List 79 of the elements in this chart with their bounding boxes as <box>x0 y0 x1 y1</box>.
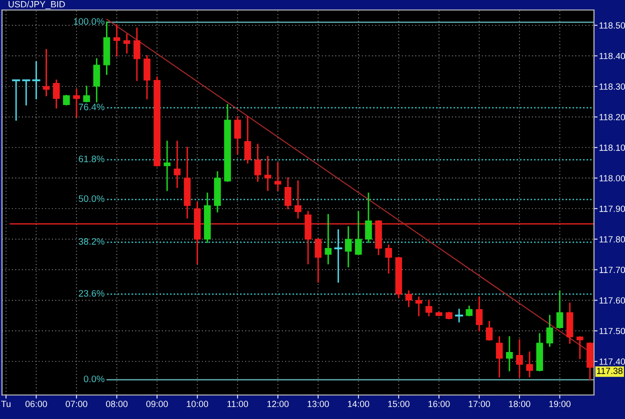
candlestick <box>314 238 322 283</box>
candlestick <box>344 226 352 268</box>
candlestick <box>274 162 282 191</box>
candlestick <box>385 244 392 274</box>
candlestick <box>425 300 432 316</box>
candlestick <box>12 79 20 121</box>
x-tick-label: 07:00 <box>66 400 88 408</box>
candlestick <box>32 61 40 100</box>
candlestick <box>455 308 464 322</box>
candlestick <box>83 86 90 102</box>
x-tick-label: 10:00 <box>186 400 208 408</box>
y-tick-label: 117.70 <box>600 266 625 274</box>
candlestick <box>164 140 171 191</box>
x-tick-label: 12:00 <box>267 400 289 408</box>
candlestick <box>486 320 493 341</box>
candlestick <box>334 229 342 283</box>
candlestick <box>254 144 262 182</box>
y-tick-label: 117.50 <box>600 328 625 334</box>
y-tick-label: 118.50 <box>600 22 625 29</box>
candlestick <box>546 314 554 347</box>
candlestick <box>405 290 412 308</box>
x-tick-label: 09:00 <box>146 400 168 408</box>
candlestick <box>294 180 302 218</box>
candlestick <box>234 116 241 154</box>
y-tick-label: 118.10 <box>600 144 625 151</box>
candlestick <box>556 290 564 328</box>
y-tick-label: 118.30 <box>600 83 625 90</box>
candlestick <box>476 296 483 332</box>
candlestick <box>496 336 503 378</box>
candlestick <box>244 116 252 164</box>
y-tick-label: 117.60 <box>600 297 625 304</box>
candlestick <box>526 352 533 378</box>
annotation: 76.4% <box>78 104 104 110</box>
annotation: 61.8% <box>78 156 104 162</box>
x-tick-label: 16:00 <box>428 400 450 408</box>
candlestick <box>516 339 523 378</box>
candlestick <box>264 156 272 191</box>
candlestick <box>415 296 422 316</box>
candlestick <box>73 88 80 118</box>
x-tick-label: 15:00 <box>388 400 410 408</box>
candlestick <box>52 80 60 108</box>
candlestick <box>113 24 120 57</box>
candlestick <box>284 177 292 210</box>
annotation: 100.0% <box>74 18 104 25</box>
candlestick <box>324 214 332 264</box>
x-tick-label: 18:00 <box>509 400 530 408</box>
y-tick-label: 117.40 <box>600 358 625 365</box>
y-tick-label: 118.20 <box>600 114 625 120</box>
y-tick-label: 118.00 <box>600 175 625 182</box>
candlestick <box>93 58 100 102</box>
x-tick-label: 11:00 <box>227 400 248 408</box>
annotation: 50.0% <box>78 195 104 202</box>
x-tick-label: 14:00 <box>348 400 370 408</box>
candlestick <box>63 94 70 106</box>
candlestick <box>365 192 372 243</box>
x-tick-label: 13:00 <box>308 400 329 408</box>
annotation: 23.6% <box>78 290 104 297</box>
candlestick <box>355 210 362 256</box>
candlestick <box>144 55 150 100</box>
candlestick <box>466 306 473 316</box>
y-tick-label: 118.40 <box>600 52 625 60</box>
candlestick <box>42 49 50 96</box>
candlestick <box>123 34 130 54</box>
annotation: 0.0% <box>84 376 104 382</box>
x-tick-label: Tu <box>1 400 10 408</box>
candlestick <box>22 79 30 106</box>
x-tick-label: 17:00 <box>468 400 490 408</box>
candlestick <box>174 140 181 188</box>
x-tick-label: 08:00 <box>106 400 128 408</box>
candlestick <box>576 336 584 360</box>
text: 117.38 <box>597 368 623 374</box>
candlestick <box>506 336 513 372</box>
annotation: 38.2% <box>78 238 104 245</box>
y-tick-label: 117.80 <box>600 236 625 242</box>
y-tick-label: 117.90 <box>600 206 625 212</box>
chart-title: USD/JPY_BID <box>8 0 65 10</box>
x-tick-label: 19:00 <box>549 400 571 408</box>
candlestick <box>134 28 140 81</box>
x-tick-label: 06:00 <box>25 400 48 408</box>
